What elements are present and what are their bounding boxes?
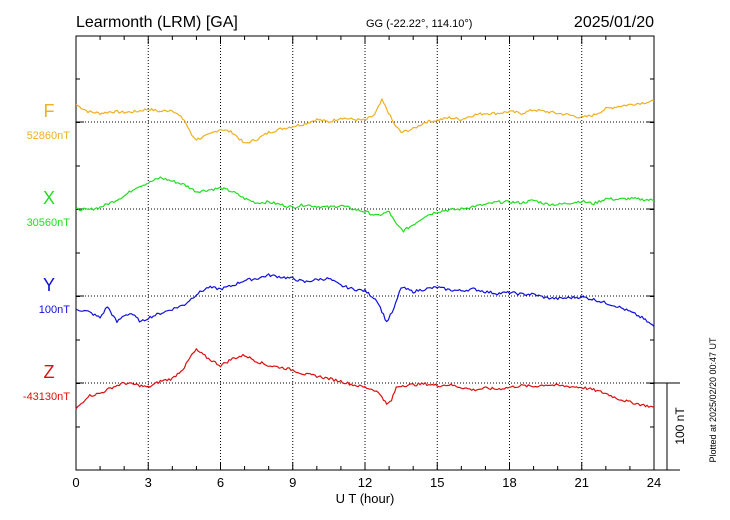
x-tick-label: 21 [575,475,589,490]
grid-layer [76,36,654,470]
x-tick-label: 6 [217,475,224,490]
x-tick-label: 24 [647,475,661,490]
plotted-at-note: Plotted at 2025/02/20 00:47 UT [708,337,718,463]
series-lines [75,98,655,410]
series-labels: F 52860nT X 30560nT Y 100nT Z -43130nT [23,101,70,403]
series-line-y [75,273,655,327]
x-tick-label: 12 [358,475,372,490]
series-baseline-f: 52860nT [27,130,71,142]
series-baseline-y: 100nT [39,304,70,316]
series-name-x: X [43,188,55,208]
chart-title: Learmonth (LRM) [GA] [76,14,238,31]
x-tick-label: 3 [145,475,152,490]
series-line-f [75,98,655,144]
series-baseline-x: 30560nT [27,217,71,229]
series-name-z: Z [44,362,55,382]
series-name-y: Y [43,275,55,295]
x-axis-label: U T (hour) [336,491,395,506]
series-line-z [75,348,655,410]
series-baseline-z: -43130nT [23,391,70,403]
station-coordinates: GG (-22.22°, 114.10°) [366,18,472,30]
x-tick-label: 15 [430,475,444,490]
series-line-x [75,176,655,233]
x-tick-label: 18 [502,475,516,490]
scale-bar-label: 100 nT [673,407,687,445]
x-tick-label: 0 [72,475,79,490]
series-name-f: F [44,101,55,121]
chart-date: 2025/01/20 [574,14,654,31]
x-tick-label: 9 [289,475,296,490]
scale-bar: 100 nT [654,382,687,471]
x-axis-ticks: 0 3 6 9 12 15 18 21 24 [72,36,661,490]
